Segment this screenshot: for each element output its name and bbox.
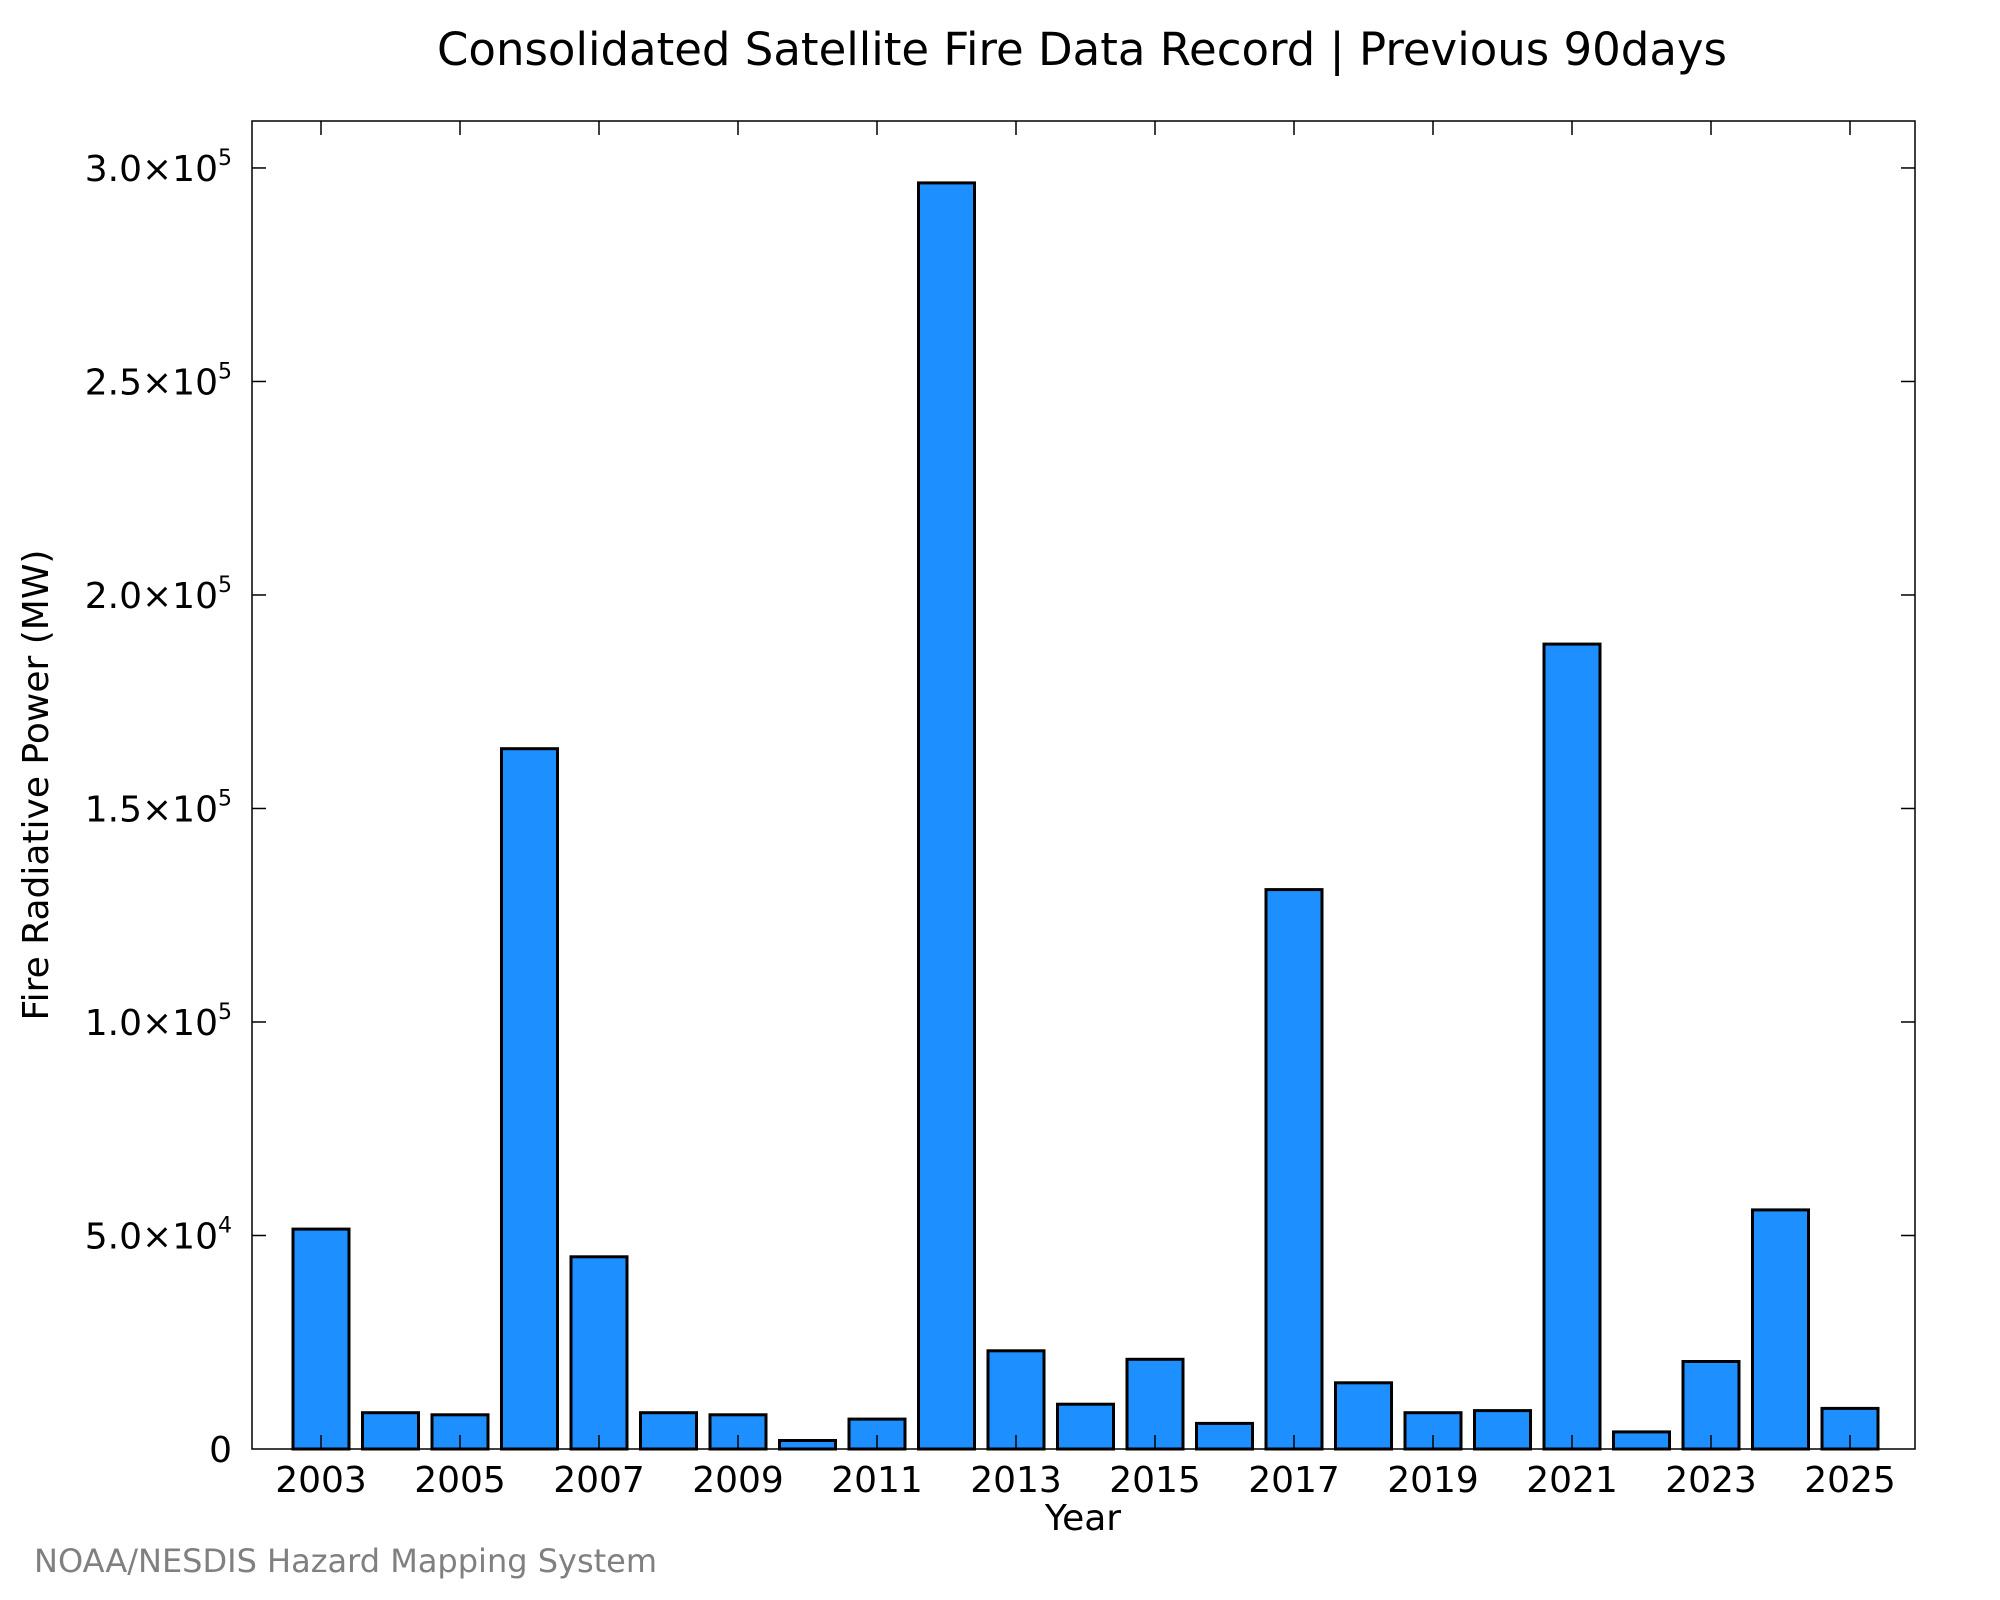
bar-2008 <box>639 1411 698 1451</box>
y-axis-tick-labels: 0 5.0×104 1.0×105 1.5×105 2.0×105 2.5×105 3.0×… <box>85 146 232 1471</box>
bar-2017 <box>1264 888 1324 1451</box>
bar-2012 <box>917 181 976 1451</box>
x-tick-label: 2021 <box>1526 1460 1618 1501</box>
x-tick-label: 2003 <box>275 1460 367 1501</box>
chart-title: Consolidated Satellite Fire Data Record … <box>437 23 1727 76</box>
bar-2013 <box>986 1349 1046 1451</box>
bar-2023 <box>1681 1360 1741 1451</box>
bar-2022 <box>1612 1430 1671 1451</box>
bar-series <box>291 181 1880 1451</box>
x-tick-label: 2011 <box>831 1460 923 1501</box>
y-tick-label: 2.0×105 <box>85 573 232 617</box>
x-tick-label: 2015 <box>1109 1460 1201 1501</box>
y-tick-label: 2.5×105 <box>85 360 232 404</box>
bar-2007 <box>569 1255 629 1451</box>
bar-2014 <box>1056 1402 1115 1451</box>
axis-ticks <box>252 121 1915 1449</box>
bar-2003 <box>291 1227 351 1451</box>
x-tick-label: 2009 <box>692 1460 784 1501</box>
bar-2006 <box>500 747 559 1451</box>
x-tick-label: 2005 <box>414 1460 506 1501</box>
x-tick-label: 2017 <box>1248 1460 1340 1501</box>
bar-2010 <box>778 1439 837 1451</box>
bar-2015 <box>1125 1357 1185 1451</box>
x-tick-label: 2023 <box>1665 1460 1757 1501</box>
bar-2016 <box>1195 1421 1254 1451</box>
y-tick-label: 5.0×104 <box>85 1214 232 1258</box>
bar-2018 <box>1334 1381 1393 1451</box>
x-axis-tick-labels: 2003 2005 2007 2009 2011 2013 2015 2017 2019 2021… <box>275 1460 1896 1501</box>
y-tick-label: 1.5×105 <box>85 787 232 831</box>
bar-2020 <box>1473 1409 1532 1451</box>
bar-2004 <box>361 1411 420 1451</box>
plot-frame <box>251 120 1916 1450</box>
x-tick-label: 2019 <box>1387 1460 1479 1501</box>
y-tick-label: 3.0×105 <box>85 146 232 190</box>
x-tick-label: 2025 <box>1804 1460 1896 1501</box>
y-tick-label: 1.0×105 <box>85 1000 232 1044</box>
credit-text: NOAA/NESDIS Hazard Mapping System <box>34 1542 657 1580</box>
x-tick-label: 2013 <box>970 1460 1062 1501</box>
y-axis-label: Fire Radiative Power (MW) <box>16 550 57 1021</box>
x-tick-label: 2007 <box>553 1460 645 1501</box>
x-axis-label: Year <box>1044 1498 1121 1539</box>
bar-2021 <box>1542 642 1602 1451</box>
bar-2024 <box>1751 1208 1810 1451</box>
y-tick-label: 0 <box>209 1430 232 1471</box>
